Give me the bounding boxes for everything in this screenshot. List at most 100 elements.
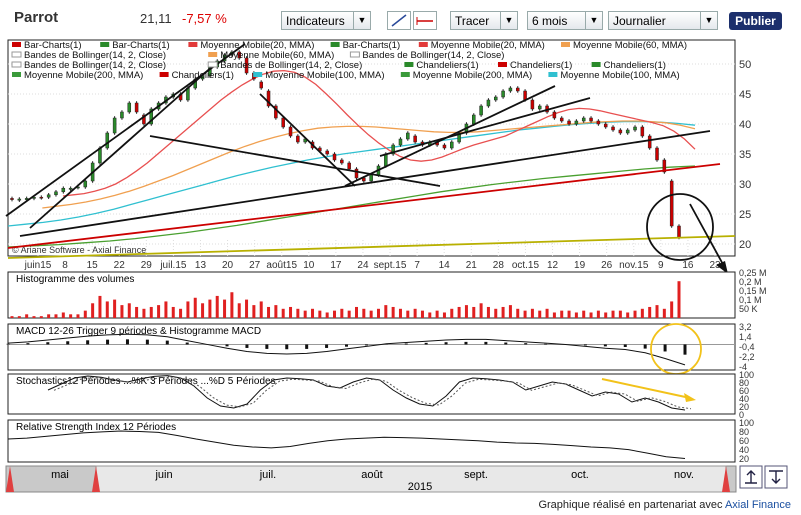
y-tick-label: 20 [739,239,751,251]
publish-button[interactable]: Publier [729,12,782,30]
candle [39,196,44,199]
volume-bar [464,305,468,318]
period-select[interactable]: 6 mois ▼ [527,11,603,30]
x-tick-label: 13 [195,260,207,271]
candle [413,135,417,143]
volume-bar [230,292,234,318]
candle [296,135,300,143]
volume-bar [560,310,564,318]
x-tick-label: 28 [493,260,505,271]
chevron-down-icon: ▼ [500,12,517,29]
candle [266,90,271,107]
volume-bar [252,305,256,318]
navigator-handle-right [722,466,730,492]
x-tick-label: 10 [303,260,315,271]
trendline [7,163,721,249]
x-tick-label: 15 [87,260,99,271]
legend-label: Bar-Charts(1) [343,40,401,51]
candle [640,126,645,137]
volume-bar [39,316,43,318]
legend-swatch [11,61,22,68]
volume-bar [677,281,681,318]
volume-bar [340,308,344,318]
chevron-down-icon: ▼ [700,12,717,29]
candle [244,57,249,74]
stochastics-title: Stochastics12 Périodes ...%K 3 Périodes … [16,376,276,387]
candle [559,117,564,122]
arrow-head-icon [684,393,696,402]
candle [537,105,542,110]
navigator-month-label: oct. [571,469,589,481]
volume-bar [596,310,600,318]
volume-bar [516,308,520,318]
tracer-dropdown[interactable]: Tracer ▼ [450,11,518,30]
trendline-icon [391,14,407,27]
horizontal-line-icon [416,17,433,25]
ma200-line [7,165,696,248]
rsi-line [7,430,686,459]
volume-bar [120,305,124,318]
macd-axis-label: 1,4 [739,332,752,342]
last-price: 21,11 [140,11,172,26]
candle [486,99,491,107]
rsi-panel-frame [7,419,736,463]
legend-label: Bar-Charts(1) [24,40,82,51]
legend-swatch [418,42,428,47]
candle [596,120,601,125]
ma20-line [62,69,696,197]
candle [625,129,630,134]
candle [281,117,285,128]
volume-bar [611,310,615,318]
candle [105,132,110,149]
volume-bar [105,301,109,318]
legend-label: Bandes de Bollinger(14, 2, Close) [24,60,166,71]
volume-bar [142,308,146,318]
navigator-month-label: mai [51,469,69,481]
navigator-window [95,465,727,493]
volume-axis-label: 50 K [739,304,758,314]
interval-value: Journalier [613,14,666,28]
candle [68,187,73,190]
volume-bar [333,310,337,318]
stock-chart[interactable]: 20 25 30 35 40 45 50 © Ariane Software - Axial … [0,36,801,497]
y-tick-label: 40 [739,119,751,131]
trendline [379,97,591,157]
interval-select[interactable]: Journalier ▼ [608,11,718,30]
macd-axis-label: -2,2 [739,352,755,362]
x-tick-label: 27 [249,260,261,271]
candle [494,96,498,101]
candle [369,174,373,182]
indicators-label: Indicateurs [286,14,345,28]
credit-brand-link[interactable]: Axial Finance [724,499,791,511]
volume-bar [486,306,490,318]
volume-bar [201,303,205,318]
arrow-head-icon [716,261,728,274]
volume-bar [25,314,29,318]
volume-bar [450,308,454,318]
volume-bar [574,312,578,318]
horizontal-line-tool-button[interactable] [413,11,437,30]
x-tick-label: sept.15 [374,260,407,271]
legend-swatch [400,72,410,77]
x-tick-label: 20 [222,260,234,271]
price-panel-frame [7,39,736,257]
candle [384,153,388,167]
y-tick-label: 45 [739,89,751,101]
candle [669,180,674,227]
trendline-tool-button[interactable] [387,11,411,30]
candle [618,129,623,134]
x-tick-label: 19 [574,260,586,271]
volume-bar [633,310,637,318]
volume-bar [127,303,131,318]
legend-label: Bandes de Bollinger(14, 2, Close) [362,50,504,61]
volume-axis-label: 0,15 M [739,286,767,296]
indicators-dropdown[interactable]: Indicateurs ▼ [281,11,371,30]
volume-bar [311,308,315,318]
candle [523,90,527,101]
rsi-axis-label: 80 [739,427,749,437]
legend-label: Moyenne Mobile(20, MMA) [200,40,314,51]
candle [83,180,88,188]
macd-panel-frame [7,323,736,371]
legend-label: Bandes de Bollinger(14, 2, Close) [220,60,362,71]
volume-bar [457,306,461,318]
